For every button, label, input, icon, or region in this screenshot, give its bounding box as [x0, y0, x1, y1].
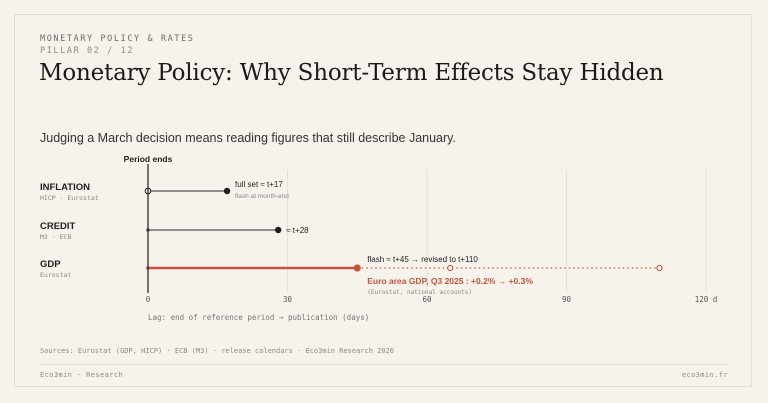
period-end-label: Period ends: [124, 154, 173, 164]
lag-label: ≈ t+28: [286, 226, 309, 235]
revision-midpoint-marker: [447, 264, 454, 272]
x-tick-label: 90: [562, 295, 572, 304]
page-title: Monetary Policy: Why Short-Term Effects …: [39, 60, 664, 86]
gdp-callout-note: (Eurostat, national accounts): [367, 289, 472, 296]
lag-note: flash at month-end: [235, 193, 289, 200]
gdp-callout: Euro area GDP, Q3 2025 : +0.2% → +0.3%: [367, 276, 533, 286]
subtitle: Judging a March decision means reading f…: [40, 131, 456, 145]
x-tick-label: 60: [422, 295, 432, 304]
end-marker: [223, 187, 231, 195]
row-source: M3 · ECB: [40, 233, 71, 241]
row-label: CREDIT: [40, 221, 76, 232]
sources-note: Sources: Eurostat (GDP, HICP) · ECB (M3)…: [40, 347, 395, 355]
page-frame: [14, 14, 752, 387]
revision-marker: [656, 264, 663, 272]
row-label: GDP: [40, 259, 61, 270]
x-tick-label: 30: [283, 295, 293, 304]
row-label: INFLATION: [40, 182, 90, 193]
lag-label: full set ≈ t+17: [235, 180, 283, 189]
footer-divider: [40, 364, 728, 365]
footer-brand: Eco3min · Research: [40, 371, 124, 379]
row-source: Eurostat: [40, 271, 71, 279]
x-tick-label: 0: [146, 295, 151, 304]
lag-label: flash ≈ t+45 → revised to t+110: [367, 255, 478, 264]
end-marker: [275, 226, 282, 234]
x-axis-label: Lag: end of reference period → publicati…: [148, 313, 369, 322]
footer-site[interactable]: eco3min.fr: [681, 371, 728, 379]
pillar-label: PILLAR 02 / 12: [40, 46, 135, 56]
x-tick-label: 120 d: [695, 295, 718, 304]
kicker: MONETARY POLICY & RATES: [40, 34, 195, 44]
row-source: HICP · Eurostat: [40, 194, 99, 202]
